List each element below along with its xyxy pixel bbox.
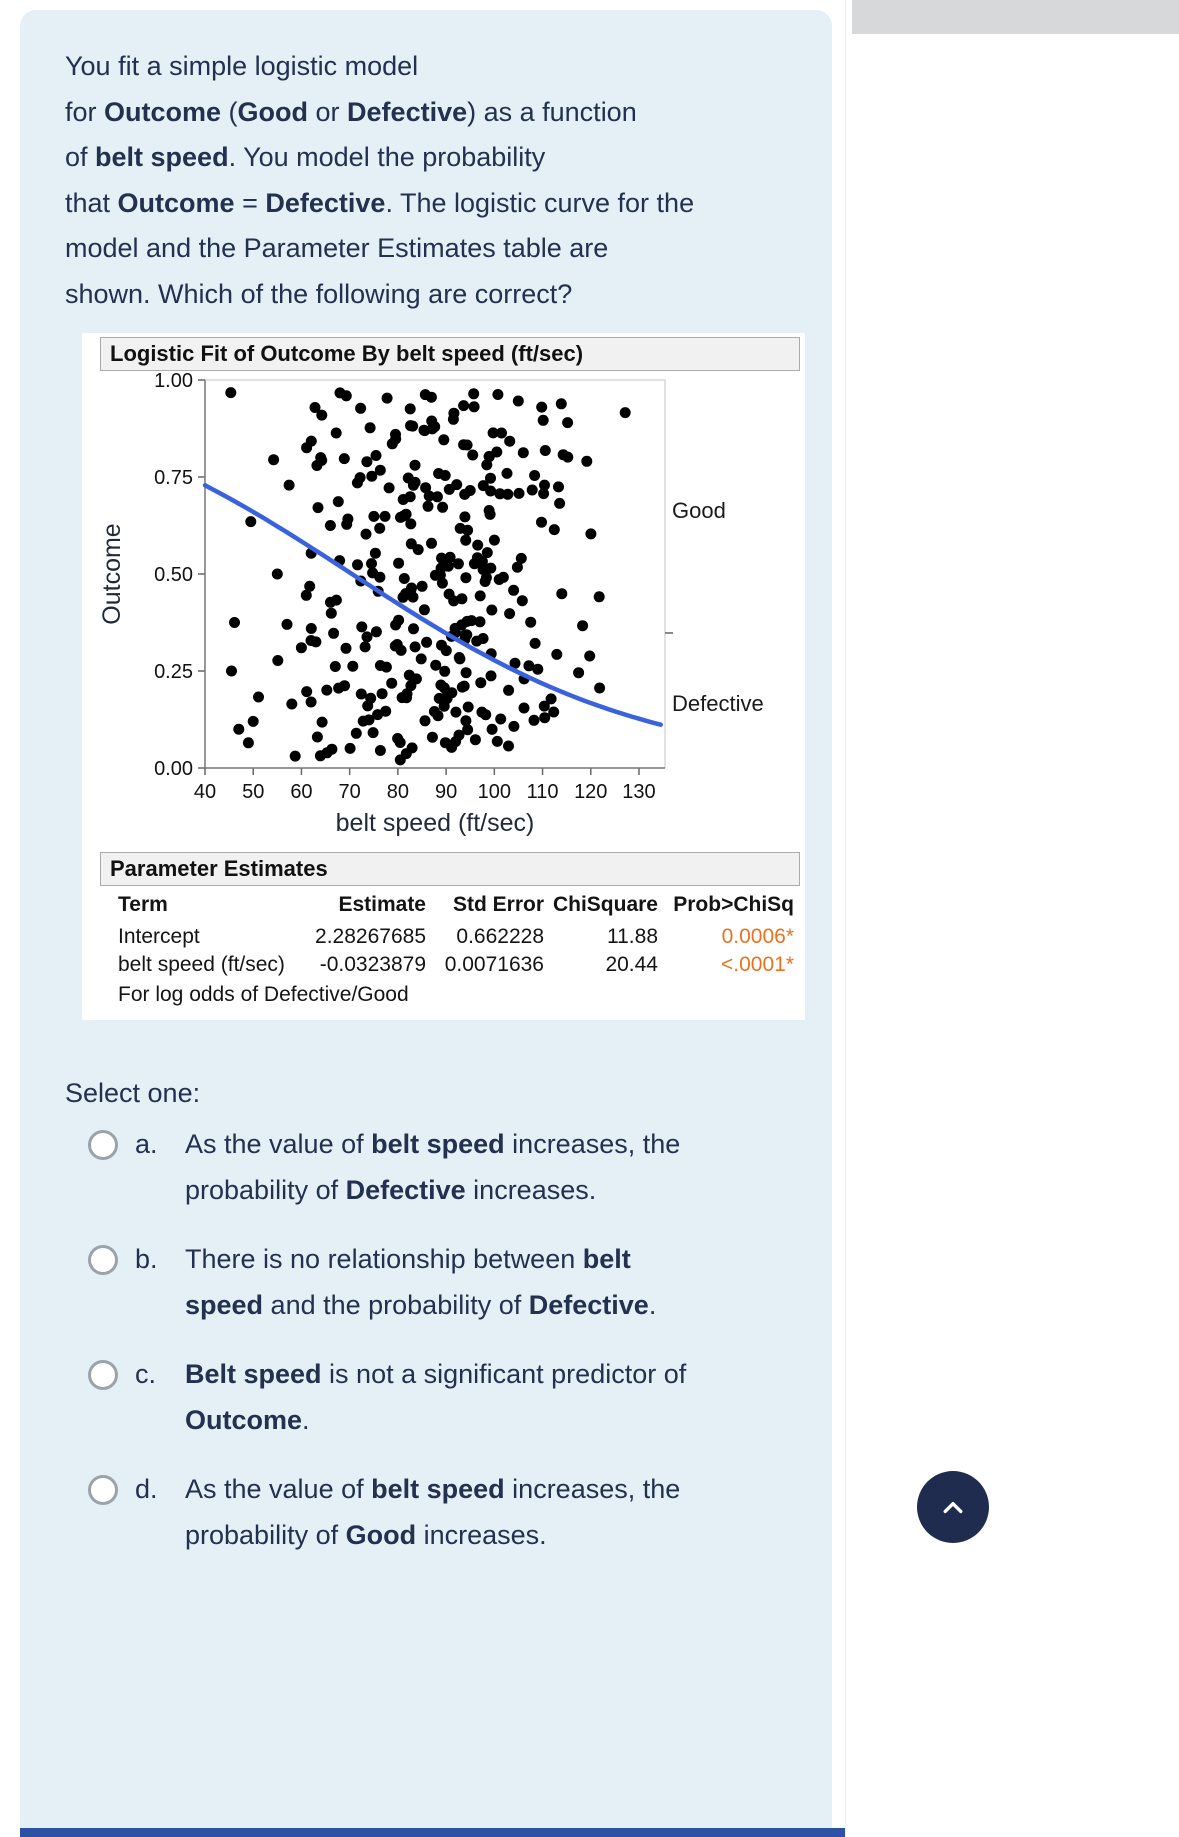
chart-title-bar: Logistic Fit of Outcome By belt speed (f… bbox=[100, 337, 800, 371]
svg-text:0.75: 0.75 bbox=[154, 467, 193, 489]
parameter-estimates-title-bar: Parameter Estimates bbox=[100, 852, 800, 886]
table-header-cell: Std Error bbox=[452, 893, 544, 916]
table-cell-chisquare: 11.88 bbox=[607, 925, 658, 948]
svg-text:Defective: Defective bbox=[672, 691, 764, 716]
svg-text:Outcome: Outcome bbox=[98, 523, 126, 624]
svg-text:110: 110 bbox=[527, 781, 559, 803]
table-header-cell: Term bbox=[118, 893, 168, 916]
table-cell-term: Intercept bbox=[118, 925, 200, 948]
table-cell-std-error: 0.0071636 bbox=[444, 953, 544, 976]
select-one-label: Select one: bbox=[65, 1078, 201, 1108]
table-footnote: For log odds of Defective/Good bbox=[118, 983, 409, 1006]
scroll-to-top-button[interactable] bbox=[917, 1471, 989, 1543]
option-text: There is no relationship between belt sp… bbox=[185, 1244, 657, 1320]
svg-text:Good: Good bbox=[672, 498, 726, 523]
svg-text:120: 120 bbox=[574, 781, 607, 803]
svg-text:60: 60 bbox=[290, 781, 312, 803]
svg-text:0.00: 0.00 bbox=[154, 758, 193, 780]
table-cell-term: belt speed (ft/sec) bbox=[118, 953, 285, 976]
table-cell-std-error: 0.662228 bbox=[456, 925, 544, 948]
parameter-estimates-title: Parameter Estimates bbox=[110, 856, 328, 881]
answer-option-c[interactable]: c. Belt speed is not a significant predi… bbox=[88, 1352, 808, 1444]
svg-text:50: 50 bbox=[242, 781, 264, 803]
jmp-report-panel: Logistic Fit of Outcome By belt speed (f… bbox=[82, 333, 805, 1020]
page-gutter-gray-bar bbox=[852, 0, 1179, 34]
right-divider-line bbox=[845, 0, 846, 1837]
option-text: As the value of belt speed increases, th… bbox=[185, 1129, 681, 1205]
radio-option-d[interactable] bbox=[88, 1475, 118, 1505]
question-card: You fit a simple logistic model for Outc… bbox=[20, 10, 832, 1837]
svg-text:90: 90 bbox=[435, 781, 457, 803]
option-letter: a. bbox=[135, 1129, 158, 1159]
svg-text:0.25: 0.25 bbox=[154, 661, 193, 683]
table-header-cell: ChiSquare bbox=[552, 893, 658, 916]
svg-text:100: 100 bbox=[478, 781, 511, 803]
question-text: You fit a simple logistic model for Outc… bbox=[65, 51, 695, 309]
table-cell-prob: 0.0006* bbox=[721, 925, 794, 948]
table-cell-chisquare: 20.44 bbox=[605, 953, 658, 976]
answer-option-a[interactable]: a. As the value of belt speed increases,… bbox=[88, 1122, 808, 1214]
answer-option-b[interactable]: b. There is no relationship between belt… bbox=[88, 1237, 808, 1329]
table-header-cell: Estimate bbox=[338, 893, 426, 916]
footer-bar bbox=[20, 1828, 845, 1837]
table-cell-estimate: -0.0323879 bbox=[319, 953, 426, 976]
svg-text:0.50: 0.50 bbox=[154, 564, 193, 586]
parameter-estimates-table: Term Estimate Std Error ChiSquare Prob>C… bbox=[118, 893, 794, 981]
radio-option-b[interactable] bbox=[88, 1245, 118, 1275]
table-cell-prob: <.0001* bbox=[721, 953, 794, 976]
option-letter: c. bbox=[135, 1359, 157, 1389]
option-text: As the value of belt speed increases, th… bbox=[185, 1474, 681, 1550]
svg-text:40: 40 bbox=[194, 781, 216, 803]
radio-option-c[interactable] bbox=[88, 1360, 118, 1390]
option-text: Belt speed is not a significant predicto… bbox=[185, 1359, 687, 1435]
logistic-fit-chart: 0.00 0.25 0.50 0.75 1.00 40 50 60 70 80 90 100 110 12… bbox=[98, 373, 764, 837]
answer-option-d[interactable]: d. As the value of belt speed increases,… bbox=[88, 1467, 808, 1559]
svg-text:1.00: 1.00 bbox=[154, 373, 193, 392]
table-header-cell: Prob>ChiSq bbox=[673, 893, 794, 916]
svg-text:130: 130 bbox=[622, 781, 655, 803]
table-cell-estimate: 2.28267685 bbox=[315, 925, 426, 948]
option-letter: d. bbox=[135, 1474, 158, 1504]
option-letter: b. bbox=[135, 1244, 158, 1274]
chart-title: Logistic Fit of Outcome By belt speed (f… bbox=[110, 341, 584, 366]
svg-text:70: 70 bbox=[339, 781, 361, 803]
svg-text:belt speed (ft/sec): belt speed (ft/sec) bbox=[336, 809, 535, 837]
chevron-up-icon bbox=[943, 1502, 963, 1514]
radio-option-a[interactable] bbox=[88, 1130, 118, 1160]
svg-text:80: 80 bbox=[387, 781, 409, 803]
